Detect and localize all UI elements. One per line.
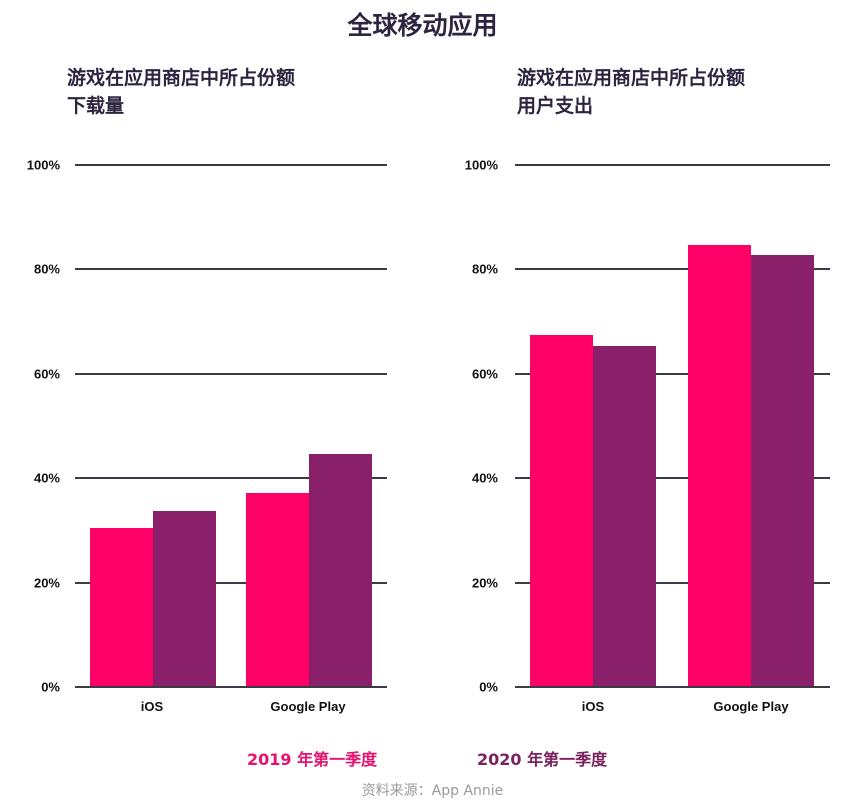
y-tick-label: 100% — [464, 157, 498, 173]
chart-2-subtitle-line1: 游戏在应用商店中所占份额 — [517, 67, 746, 89]
chart-1-subtitle-line2: 下载量 — [67, 95, 125, 117]
gridline — [75, 164, 387, 166]
bar-google-play-2020q1 — [751, 254, 814, 687]
x-axis-baseline — [515, 686, 830, 688]
gridline — [515, 164, 830, 166]
y-tick-label: 60% — [471, 366, 498, 382]
gridline — [75, 372, 387, 375]
x-category-label: iOS — [581, 699, 605, 714]
gridline — [75, 268, 387, 271]
chart-2-subtitle-line2: 用户支出 — [517, 95, 594, 117]
x-category-label: Google Play — [270, 699, 346, 714]
gridline — [515, 268, 830, 271]
gridline — [75, 477, 387, 480]
gridline — [515, 477, 830, 480]
y-tick-label: 80% — [471, 261, 498, 277]
bar-ios-2020q1 — [153, 511, 216, 687]
y-tick-label: 100% — [26, 157, 60, 173]
bar-google-play-2020q1 — [309, 454, 372, 687]
y-tick-label: 40% — [33, 470, 60, 486]
bar-ios-2019q1 — [530, 335, 593, 687]
bar-google-play-2019q1 — [246, 492, 309, 687]
bar-ios-2019q1 — [90, 527, 153, 687]
y-tick-label: 20% — [33, 575, 60, 591]
bar-ios-2020q1 — [593, 346, 656, 687]
y-tick-label: 60% — [33, 366, 60, 382]
legend-2019: 2019 年第一季度 — [247, 750, 378, 769]
chart-1-subtitle: 游戏在应用商店中所占份额 下载量 — [67, 64, 295, 120]
x-axis-baseline — [75, 686, 387, 688]
bar-google-play-2019q1 — [688, 244, 751, 687]
legend-2020: 2020 年第一季度 — [477, 750, 608, 769]
page-title: 全球移动应用 — [347, 11, 498, 40]
chart-1-subtitle-line1: 游戏在应用商店中所占份额 — [67, 67, 296, 89]
x-category-label: iOS — [140, 699, 164, 714]
y-tick-label: 80% — [33, 261, 60, 277]
y-tick-label: 20% — [471, 575, 498, 591]
chart-2-subtitle: 游戏在应用商店中所占份额 用户支出 — [517, 64, 745, 120]
gridline — [515, 581, 830, 584]
x-category-label: Google Play — [713, 699, 789, 714]
y-tick-label: 0% — [41, 679, 60, 695]
y-tick-label: 40% — [471, 470, 498, 486]
gridline — [75, 581, 387, 584]
y-tick-label: 0% — [479, 679, 498, 695]
source-note: 资料来源：App Annie — [361, 783, 504, 799]
gridline — [515, 372, 830, 375]
